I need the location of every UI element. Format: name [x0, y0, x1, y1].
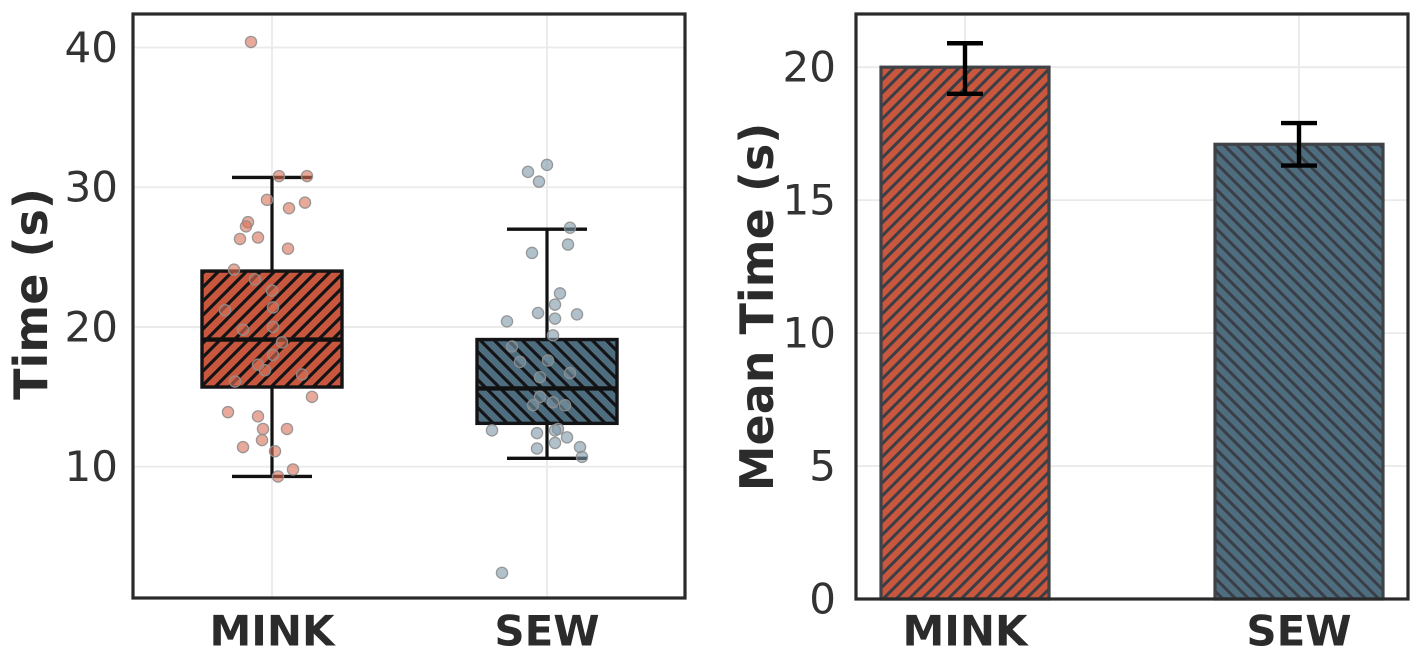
data-point: [265, 284, 279, 297]
plot-frame: [131, 12, 687, 600]
data-point: [239, 220, 253, 233]
data-point: [221, 405, 235, 419]
data-point: [272, 169, 286, 183]
boxplot-panel: 10 20 30 40 MINK SEW Time (s): [4, 12, 687, 656]
data-point: [533, 390, 547, 404]
data-point: [251, 410, 265, 423]
data-point: [495, 566, 509, 580]
data-point: [282, 201, 296, 215]
category-label: SEW: [494, 607, 599, 656]
data-point: [548, 424, 562, 437]
data-point: [298, 196, 312, 209]
data-point: [546, 329, 560, 342]
data-point: [271, 470, 285, 483]
data-point: [531, 306, 545, 320]
bar-hatch: [1215, 144, 1383, 599]
data-point: [258, 364, 272, 377]
data-point: [558, 398, 572, 412]
y-tick-label: 5: [809, 442, 836, 491]
category-label: MINK: [209, 607, 336, 656]
data-point: [233, 232, 247, 246]
data-point: [485, 424, 499, 437]
data-point: [300, 169, 314, 183]
y-tick-label: 30: [65, 163, 118, 212]
bar-hatch: [881, 67, 1049, 599]
data-point: [266, 320, 280, 334]
data-point: [546, 396, 560, 409]
y-axis-label: Mean Time (s): [730, 123, 784, 492]
box-hatch: [477, 339, 617, 424]
data-point: [525, 246, 539, 260]
bar-group-sew: [1213, 120, 1385, 601]
data-point: [505, 340, 519, 353]
data-point: [513, 355, 527, 369]
data-point: [575, 450, 589, 464]
y-tick-label: 10: [65, 442, 118, 491]
y-tick-label: 20: [65, 302, 118, 351]
data-point: [563, 221, 577, 235]
data-point: [286, 463, 300, 476]
data-point: [281, 242, 295, 255]
barchart-panel: 0 5 10 15 20 MINK SEW Mean Time (s): [730, 12, 1410, 656]
y-tick-label: 20: [783, 43, 836, 92]
y-tick-label: 15: [783, 176, 836, 225]
data-point: [266, 348, 280, 362]
category-label: SEW: [1246, 607, 1351, 656]
y-axis-label: Time (s): [4, 188, 58, 400]
bar-group-mink: [879, 41, 1051, 601]
data-point: [295, 368, 309, 381]
data-point: [256, 422, 270, 436]
box-edge: [475, 337, 619, 426]
data-point: [548, 298, 562, 311]
data-point: [560, 431, 574, 444]
data-point: [228, 375, 242, 388]
data-point: [268, 445, 282, 458]
data-point: [227, 263, 241, 276]
y-tick-label: 10: [783, 309, 836, 358]
data-point: [266, 301, 280, 314]
y-tick-label: 0: [809, 575, 836, 624]
data-point: [561, 238, 575, 251]
data-point: [236, 323, 250, 337]
data-point: [570, 308, 584, 321]
data-point: [540, 158, 554, 172]
data-point: [280, 422, 294, 436]
data-point: [500, 315, 514, 328]
data-point: [553, 287, 567, 300]
box-group-sew: [475, 158, 619, 580]
data-point: [218, 303, 232, 317]
data-point: [563, 366, 577, 380]
box-group-mink: [200, 35, 344, 483]
data-point: [533, 371, 547, 384]
data-point: [530, 442, 544, 455]
category-label: MINK: [902, 607, 1029, 656]
data-point: [255, 433, 269, 447]
data-point: [548, 312, 562, 325]
data-point: [532, 175, 546, 188]
data-point: [541, 354, 555, 367]
data-point: [236, 440, 250, 454]
data-point: [260, 193, 274, 207]
y-tick-label: 40: [65, 23, 118, 72]
data-point: [548, 436, 562, 450]
data-point: [275, 336, 289, 349]
plot-frame: [854, 12, 1410, 601]
data-point: [305, 390, 319, 404]
data-point: [526, 398, 540, 412]
data-point: [521, 165, 535, 179]
data-point: [530, 426, 544, 440]
data-point: [248, 273, 262, 286]
data-point: [244, 35, 258, 49]
data-point: [251, 231, 265, 244]
box-edge: [200, 269, 344, 389]
